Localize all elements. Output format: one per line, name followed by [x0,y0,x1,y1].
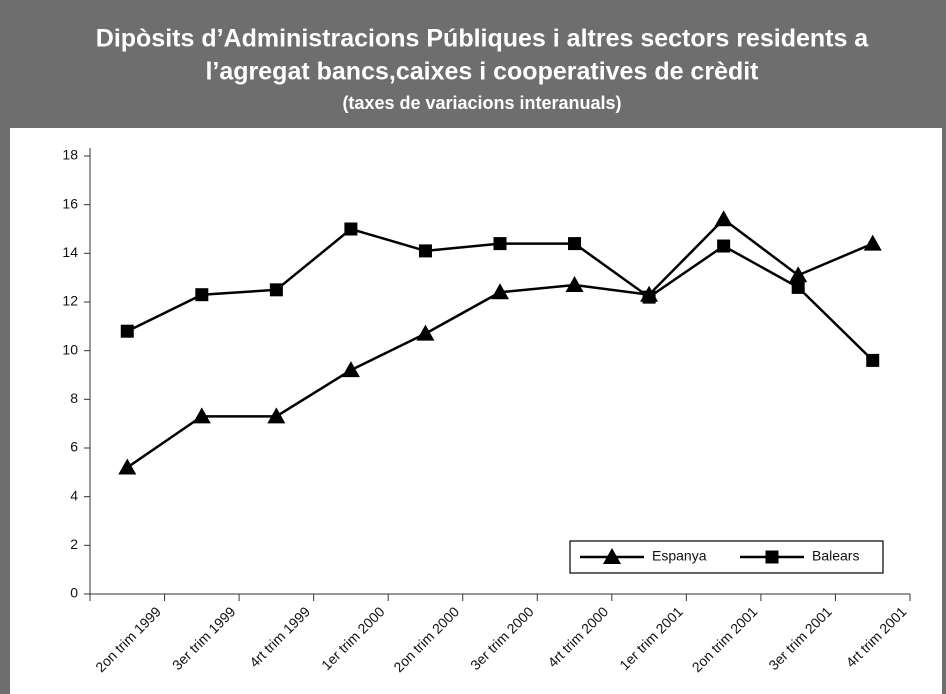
y-tick-label: 6 [70,439,78,455]
marker [418,244,432,258]
chart-title: l’agregat bancs,caixes i cooperatives de… [205,58,759,86]
marker [416,324,435,341]
x-tick-label: 4rt trim 1999 [246,603,313,670]
marker [765,550,779,564]
marker [714,210,733,227]
x-tick-label: 3er trim 2000 [467,603,537,673]
marker [565,275,584,292]
x-tick-label: 2on trim 2000 [390,603,462,675]
marker [341,361,360,378]
marker [344,222,358,236]
y-tick-label: 0 [70,585,78,601]
marker [267,407,286,424]
y-tick-label: 12 [62,293,78,309]
x-tick-label: 4rt trim 2001 [843,603,910,670]
x-tick-label: 3er trim 2001 [765,603,835,673]
y-tick-label: 16 [62,195,78,211]
header-band [0,0,946,128]
x-tick-label: 1er trim 2000 [318,603,388,673]
y-tick-label: 2 [70,536,78,552]
marker [269,283,283,297]
y-tick-label: 4 [70,487,78,503]
marker [568,237,582,251]
y-tick-label: 8 [70,390,78,406]
marker [642,290,656,304]
marker [195,288,209,302]
marker [789,266,808,283]
marker [491,283,509,300]
marker [866,353,880,367]
marker [120,324,134,338]
chart-title: Dipòsits d’Administracions Públiques i a… [96,25,870,53]
right-border [942,128,946,694]
x-tick-label: 1er trim 2001 [616,603,686,673]
marker [118,458,137,475]
x-tick-label: 3er trim 1999 [169,603,239,673]
legend-label: Espanya [652,548,707,564]
marker [863,234,882,251]
marker [493,237,507,251]
marker [603,548,621,564]
x-tick-label: 2on trim 1999 [92,603,164,675]
y-tick-label: 10 [62,341,78,357]
marker [192,407,211,424]
chart-subtitle: (taxes de variacions interanuals) [342,93,621,113]
x-tick-label: 2on trim 2001 [689,603,761,675]
marker [717,239,731,253]
y-tick-label: 14 [62,244,78,260]
y-tick-label: 18 [62,147,78,163]
left-border [0,128,10,694]
series-line [126,217,874,469]
marker [791,280,805,294]
legend-label: Balears [812,548,859,564]
x-tick-label: 4rt trim 2000 [544,603,611,670]
